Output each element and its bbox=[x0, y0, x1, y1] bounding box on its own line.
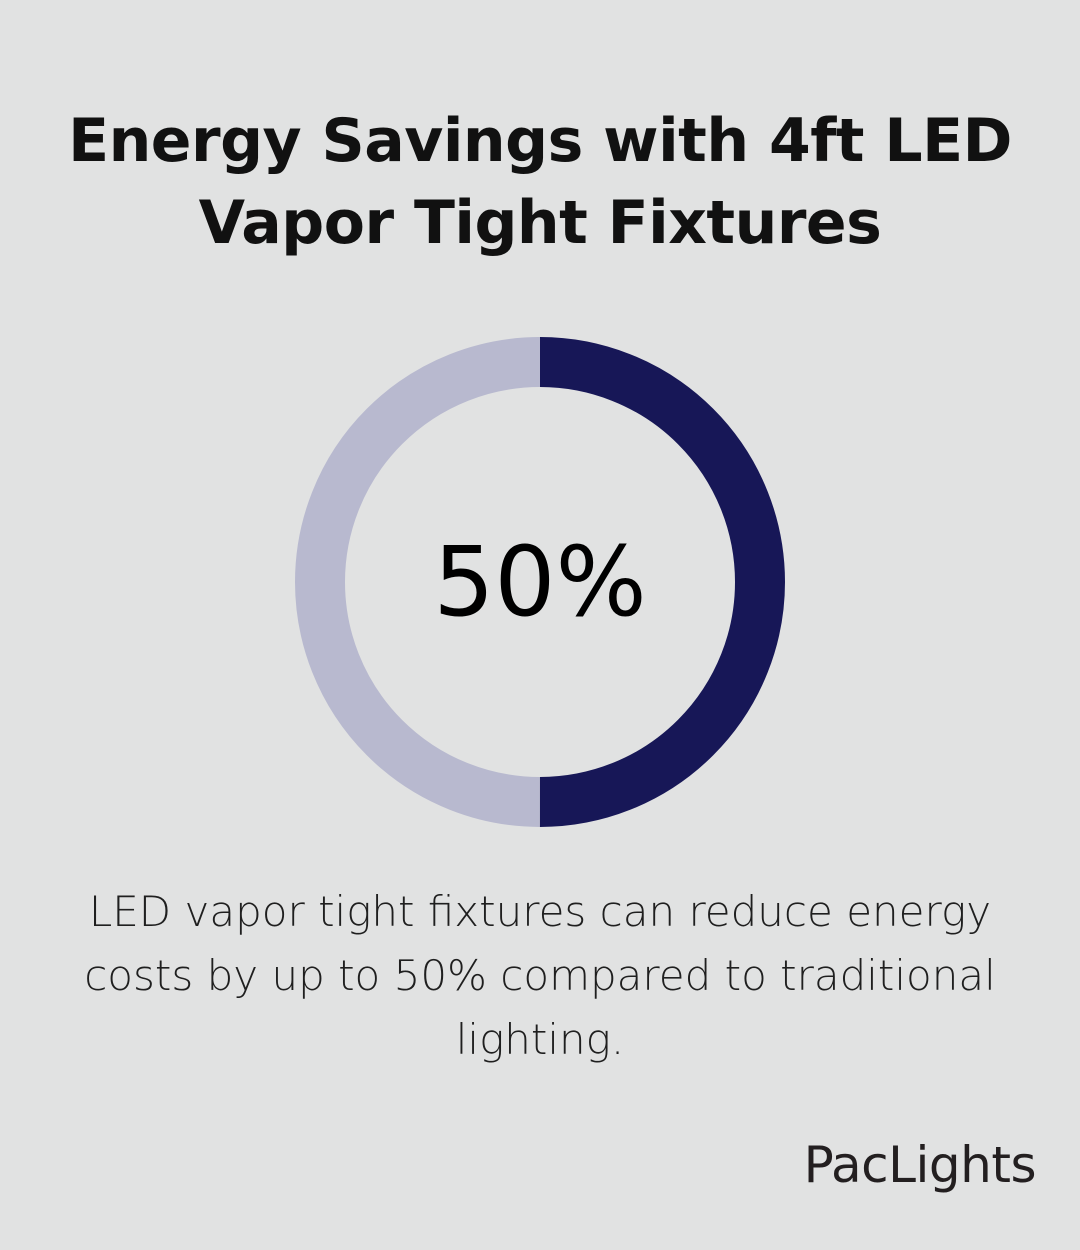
title-line-2: Vapor Tight Fixtures bbox=[198, 188, 882, 258]
center-value-label: 50% bbox=[433, 526, 646, 638]
caption-text: LED vapor tight fixtures can reduce ener… bbox=[84, 887, 996, 1064]
donut-chart-svg: 50% bbox=[295, 337, 785, 827]
title-line-1: Energy Savings with 4ft LED bbox=[68, 106, 1012, 176]
infographic-title: Energy Savings with 4ft LED Vapor Tight … bbox=[20, 100, 1060, 264]
paclights-logo: PacLights bbox=[803, 1136, 1037, 1194]
donut-chart: 50% bbox=[295, 337, 785, 827]
donut-segment-remaining bbox=[295, 337, 785, 827]
